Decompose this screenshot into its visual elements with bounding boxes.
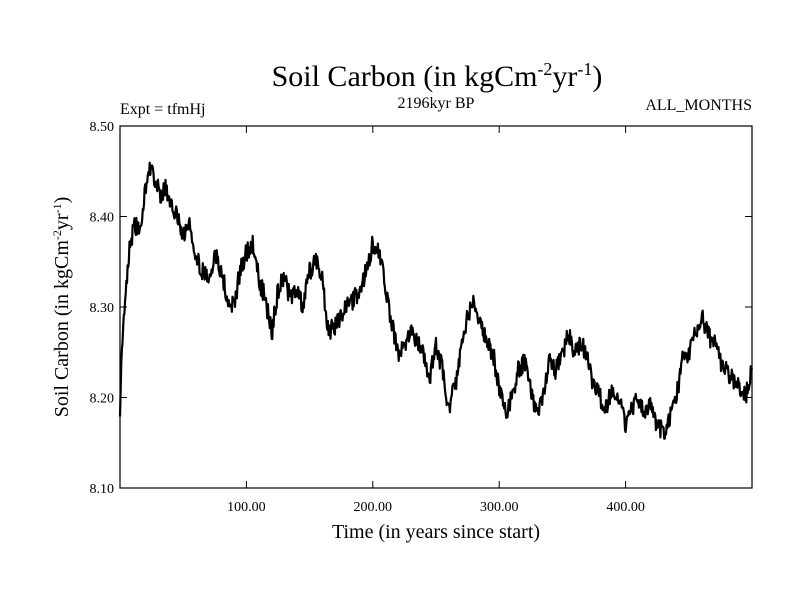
- y-axis: 8.10 8.20 8.30 8.40 8.50: [90, 120, 752, 497]
- x-tick-label: 400.00: [606, 500, 645, 515]
- chart-title-unit: yr: [552, 60, 577, 93]
- chart-title: Soil Carbon (in kgCm-2yr-1): [272, 59, 603, 93]
- months-label: ALL_MONTHS: [645, 97, 752, 114]
- y-axis-label-exponent-2: -1: [50, 203, 64, 213]
- experiment-label: Expt = tfmHj: [120, 101, 205, 118]
- chart-title-exponent-1: -2: [537, 59, 552, 79]
- y-axis-label-close: ): [51, 197, 73, 204]
- y-tick-label: 8.10: [90, 482, 115, 497]
- x-axis-label: Time (in years since start): [332, 521, 540, 543]
- y-tick-label: 8.30: [90, 301, 115, 316]
- y-tick-label: 8.20: [90, 392, 115, 407]
- x-tick-label: 200.00: [354, 500, 393, 515]
- y-axis-label-main: Soil Carbon (in kgCm: [51, 240, 73, 418]
- chart-title-main: Soil Carbon (in kgCm: [272, 60, 538, 93]
- y-axis-label-exponent-1: -2: [50, 230, 64, 240]
- period-label: 2196kyr BP: [398, 95, 475, 112]
- x-tick-label: 300.00: [480, 500, 519, 515]
- chart-title-close: ): [592, 60, 602, 93]
- chart-title-exponent-2: -1: [577, 59, 592, 79]
- soil-carbon-series-line: [118, 161, 754, 440]
- y-axis-label: Soil Carbon (in kgCm-2yr-1): [50, 197, 73, 418]
- y-tick-label: 8.40: [90, 211, 115, 226]
- y-axis-label-unit: yr: [51, 213, 73, 230]
- x-tick-label: 100.00: [227, 500, 266, 515]
- plot-frame: [119, 125, 753, 489]
- y-tick-label: 8.50: [90, 120, 115, 135]
- x-axis: 100.00 200.00 300.00 400.00: [227, 126, 645, 515]
